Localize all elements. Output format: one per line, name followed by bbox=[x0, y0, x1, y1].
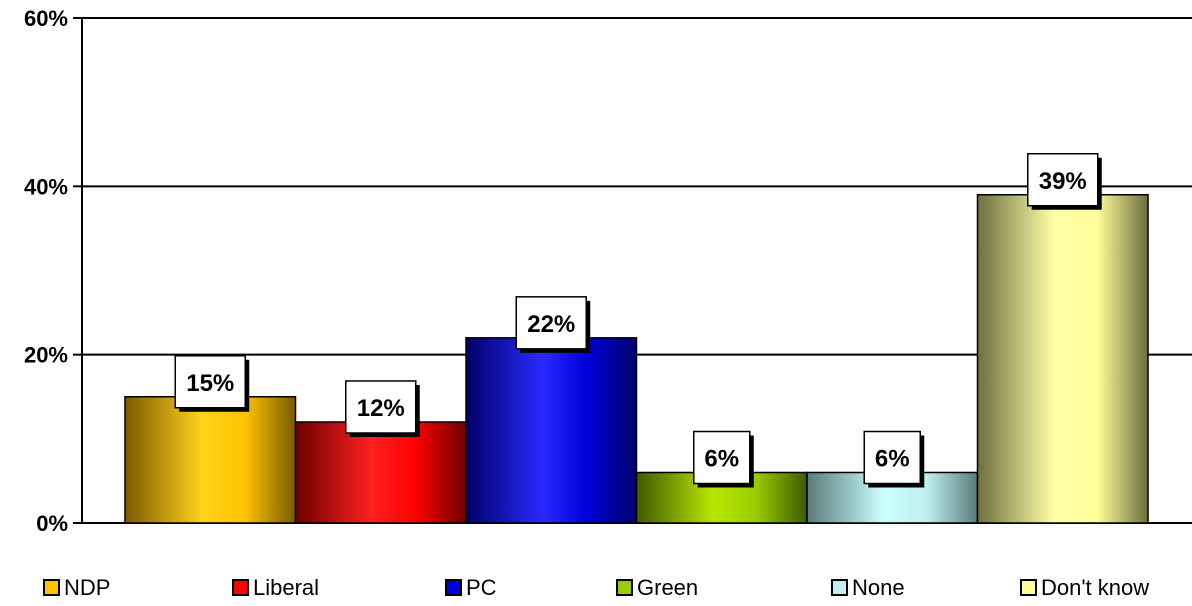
legend-swatch bbox=[43, 579, 60, 596]
bar-don-t-know bbox=[976, 194, 1149, 524]
data-label: 12% bbox=[357, 395, 405, 422]
bar-liberal bbox=[294, 421, 467, 524]
data-labels: 15% 12% 22% 6% 6% 39% bbox=[174, 153, 1102, 488]
legend-label: Green bbox=[637, 575, 698, 600]
legend-label: NDP bbox=[64, 575, 110, 600]
legend-item: Green bbox=[616, 575, 698, 600]
legend-swatch bbox=[616, 579, 633, 596]
legend-swatch bbox=[831, 579, 848, 596]
legend-label: None bbox=[852, 575, 905, 600]
bar-ndp bbox=[124, 396, 297, 524]
legend-item: Liberal bbox=[232, 575, 319, 600]
data-label-box bbox=[345, 380, 417, 434]
data-label: 15% bbox=[186, 370, 234, 397]
legend: NDP Liberal PC Green None Don't know bbox=[43, 575, 1149, 600]
data-label-box bbox=[863, 430, 921, 485]
data-label: 6% bbox=[875, 446, 910, 473]
data-label-box bbox=[174, 355, 246, 409]
data-label: 22% bbox=[527, 311, 575, 338]
y-tick-label: 20% bbox=[24, 343, 68, 368]
legend-item: None bbox=[831, 575, 905, 600]
legend-swatch bbox=[1020, 579, 1037, 596]
data-label-box bbox=[1027, 153, 1099, 207]
y-tick-label: 60% bbox=[24, 6, 68, 31]
axes: 0% 20% 40% 60% bbox=[24, 6, 83, 536]
legend-item: Don't know bbox=[1020, 575, 1149, 600]
data-label-box bbox=[693, 430, 751, 485]
legend-label: Don't know bbox=[1041, 575, 1149, 600]
y-tick-label: 40% bbox=[24, 174, 68, 199]
legend-label: PC bbox=[466, 575, 497, 600]
bar-pc bbox=[465, 337, 638, 524]
data-label: 6% bbox=[704, 446, 739, 473]
legend-item: PC bbox=[445, 575, 497, 600]
data-label: 39% bbox=[1039, 168, 1087, 195]
legend-swatch bbox=[232, 579, 249, 596]
legend-label: Liberal bbox=[253, 575, 319, 600]
y-tick-label: 0% bbox=[36, 511, 68, 536]
legend-swatch bbox=[445, 579, 462, 596]
legend-item: NDP bbox=[43, 575, 110, 600]
data-label-box bbox=[515, 296, 587, 350]
bars bbox=[124, 194, 1149, 524]
